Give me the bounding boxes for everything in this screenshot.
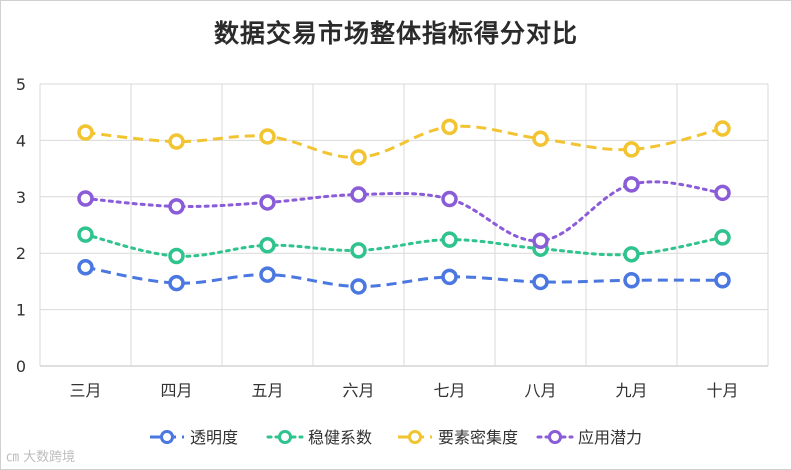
data-point (441, 268, 458, 286)
legend-marker (408, 430, 422, 444)
series-稳健系数 (77, 226, 731, 265)
data-point (714, 120, 731, 137)
data-point (441, 118, 458, 136)
data-point (259, 194, 276, 211)
legend-label: 要素密集度 (438, 428, 518, 447)
data-point (168, 133, 185, 150)
data-point (350, 278, 367, 295)
data-point (714, 272, 731, 289)
series-要素密集度 (77, 118, 731, 166)
data-point (441, 231, 458, 248)
data-point (532, 130, 549, 147)
legend-item: 应用潜力 (536, 428, 642, 447)
data-point (623, 141, 640, 158)
legend-label: 应用潜力 (578, 428, 642, 447)
data-point (623, 272, 640, 289)
grid-lines (39, 83, 769, 367)
data-point (77, 259, 94, 276)
watermark-text: 大数跨境 (23, 450, 76, 465)
data-point (259, 266, 276, 283)
legend: 透明度 稳健系数 要素密集度 应用潜力 (150, 428, 642, 447)
y-axis-ticks: 0 1 2 3 4 5 (16, 75, 26, 376)
x-tick-label: 四月 (160, 381, 192, 400)
data-point (623, 246, 640, 263)
data-point (168, 274, 185, 292)
series-line (84, 233, 724, 258)
x-tick-label: 十月 (706, 381, 738, 400)
data-point (259, 237, 276, 254)
data-point (714, 229, 731, 246)
y-tick-label: 3 (16, 188, 26, 207)
legend-marker (548, 430, 562, 444)
legend-label: 稳健系数 (308, 428, 372, 447)
data-point (441, 190, 458, 208)
watermark-logo: ㎝ 大数跨境 (6, 446, 75, 465)
data-point (350, 242, 367, 259)
data-point (350, 149, 367, 166)
data-point (623, 176, 640, 193)
data-point (77, 124, 94, 141)
x-tick-label: 五月 (251, 381, 283, 400)
x-tick-label: 三月 (69, 381, 101, 400)
data-point (532, 232, 549, 250)
data-point (77, 226, 94, 243)
legend-item: 稳健系数 (266, 428, 372, 447)
y-tick-label: 5 (16, 75, 26, 94)
series-透明度 (77, 259, 731, 295)
legend-marker (160, 430, 174, 444)
series-line (85, 124, 723, 159)
y-tick-label: 2 (16, 244, 26, 263)
y-tick-label: 0 (16, 357, 26, 376)
data-point (168, 247, 185, 265)
series-line (85, 265, 723, 288)
x-tick-label: 七月 (433, 381, 465, 400)
chart-title: 数据交易市场整体指标得分对比 (213, 19, 578, 48)
data-point (532, 273, 549, 291)
series-line (84, 180, 724, 243)
y-tick-label: 4 (16, 131, 26, 150)
series-lines (77, 118, 731, 295)
legend-marker (278, 430, 292, 444)
watermark-icon: ㎝ (6, 450, 20, 465)
data-point (168, 198, 185, 215)
legend-item: 要素密集度 (398, 428, 518, 447)
data-point (714, 184, 731, 202)
y-tick-label: 1 (16, 301, 26, 320)
x-tick-label: 八月 (524, 381, 556, 400)
data-point (77, 190, 94, 207)
x-axis-ticks: 三月 四月 五月 六月 七月 八月 九月 十月 (69, 381, 738, 400)
x-tick-label: 六月 (342, 381, 374, 400)
legend-label: 透明度 (190, 428, 238, 447)
data-point (350, 186, 367, 203)
series-应用潜力 (77, 176, 731, 250)
x-tick-label: 九月 (615, 381, 647, 400)
legend-item: 透明度 (150, 428, 238, 447)
data-point (259, 128, 276, 145)
